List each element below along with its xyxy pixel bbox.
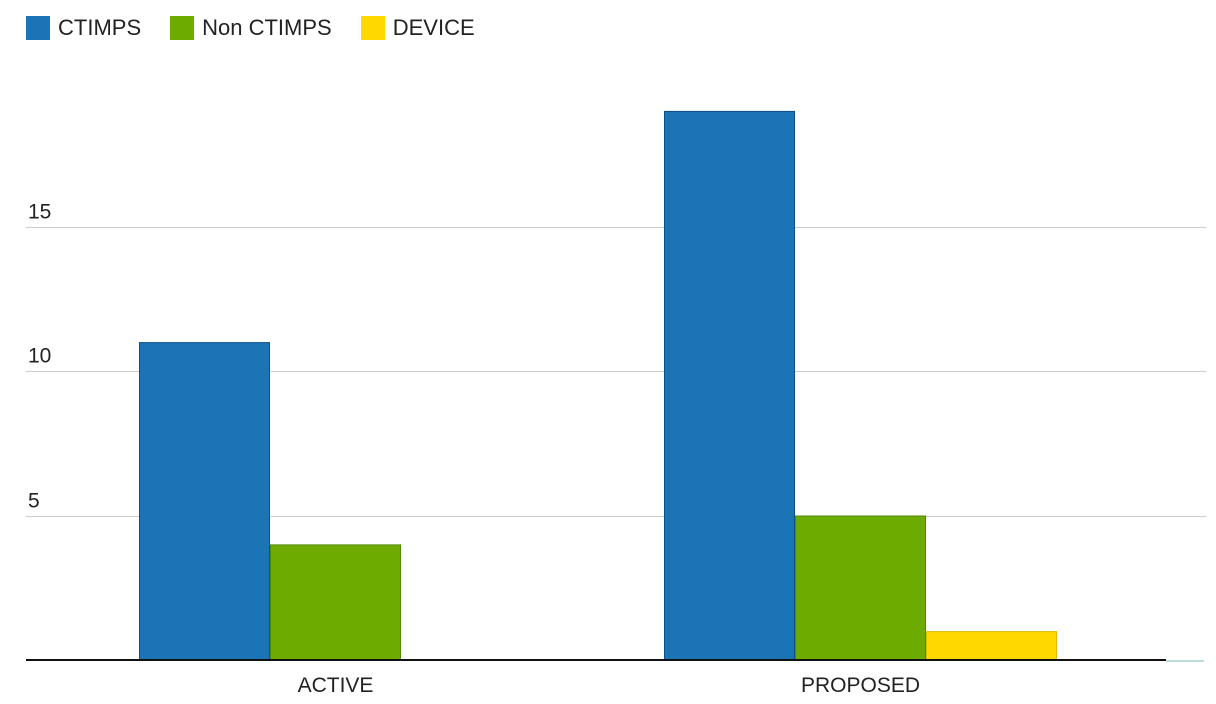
y-tick-label: 5 bbox=[28, 490, 40, 513]
x-tick-label-active: ACTIVE bbox=[298, 674, 374, 697]
y-tick-label: 10 bbox=[28, 345, 51, 368]
legend-item-non-ctimps[interactable]: Non CTIMPS bbox=[170, 16, 332, 40]
chart-legend: CTIMPS Non CTIMPS DEVICE bbox=[26, 14, 504, 42]
legend-label: Non CTIMPS bbox=[202, 15, 332, 40]
legend-label: DEVICE bbox=[392, 15, 475, 40]
bar-proposed-device[interactable] bbox=[926, 631, 1057, 661]
bar-active-non-ctimps[interactable] bbox=[270, 544, 401, 661]
legend-label: CTIMPS bbox=[58, 15, 142, 40]
bar-proposed-ctimps[interactable] bbox=[664, 110, 795, 661]
bars bbox=[139, 110, 1057, 661]
bar-proposed-non-ctimps[interactable] bbox=[795, 515, 926, 661]
y-tick-label: 15 bbox=[28, 201, 51, 224]
bar-active-ctimps[interactable] bbox=[139, 342, 270, 661]
x-tick-label-proposed: PROPOSED bbox=[801, 674, 920, 697]
x-axis-labels: ACTIVE PROPOSED bbox=[298, 674, 920, 697]
y-axis-ticks: 5 10 15 bbox=[28, 201, 51, 513]
legend-item-ctimps[interactable]: CTIMPS bbox=[26, 16, 141, 40]
legend-item-device[interactable]: DEVICE bbox=[360, 15, 475, 40]
legend-swatch bbox=[26, 16, 50, 40]
legend-swatch bbox=[170, 16, 195, 40]
legend-swatch bbox=[360, 16, 385, 40]
